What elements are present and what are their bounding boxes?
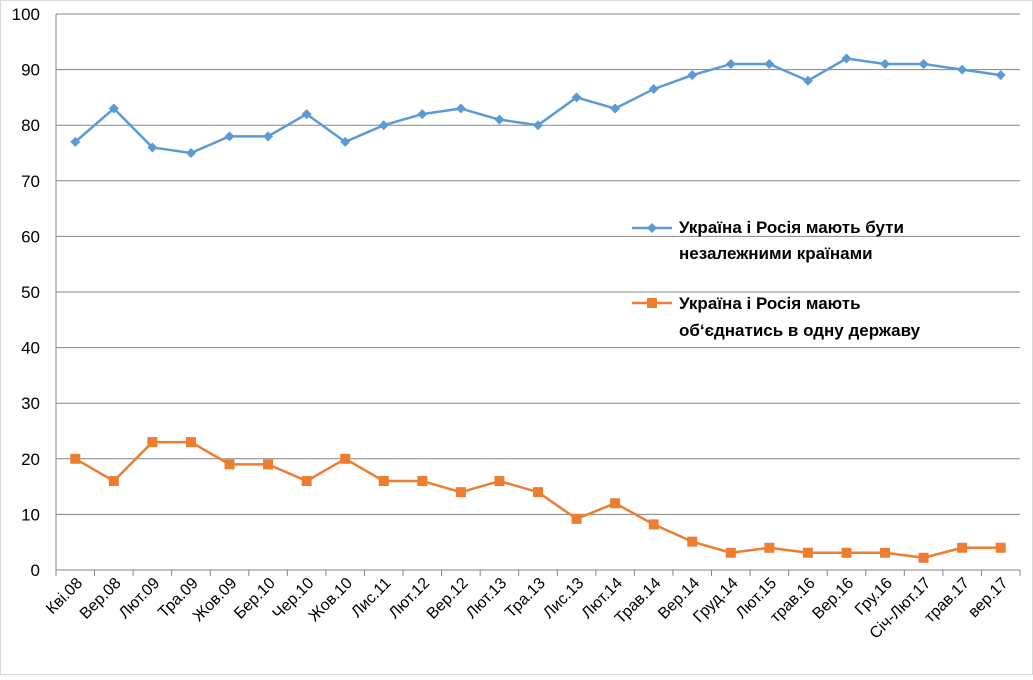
data-point[interactable] [147,142,158,153]
legend-entry-unify[interactable]: Україна і Росія мають об‘єднатись в одну… [632,294,921,340]
y-tick-label-50: 50 [21,283,40,302]
data-point[interactable] [185,437,196,448]
y-tick-label-80: 80 [21,116,40,135]
data-point[interactable] [764,59,775,70]
legend-label-unify-line2: об‘єднатись в одну державу [679,321,921,340]
y-tick-label-10: 10 [21,505,40,524]
data-point[interactable] [571,513,582,524]
data-point[interactable] [957,64,968,75]
data-point[interactable] [224,459,235,470]
data-point[interactable] [455,103,466,114]
data-point[interactable] [340,136,351,147]
data-point[interactable] [340,453,351,464]
series-1 [70,437,1006,563]
data-point[interactable] [648,519,659,530]
data-point[interactable] [378,120,389,131]
data-point[interactable] [841,53,852,64]
data-point[interactable] [571,92,582,103]
y-tick-label-90: 90 [21,61,40,80]
data-point[interactable] [841,547,852,558]
data-point[interactable] [70,453,81,464]
data-point[interactable] [610,103,621,114]
data-point[interactable] [918,59,929,70]
data-point[interactable] [108,103,119,114]
legend-label-independent-line1: Україна і Росія мають бути [679,218,904,237]
data-point[interactable] [378,476,389,487]
data-point[interactable] [764,542,775,553]
y-tick-label-30: 30 [21,394,40,413]
data-point[interactable] [918,552,929,563]
data-point[interactable] [995,542,1006,553]
data-point[interactable] [224,131,235,142]
y-tick-label-40: 40 [21,339,40,358]
data-point[interactable] [725,59,736,70]
data-point[interactable] [185,148,196,158]
data-point[interactable] [263,459,274,470]
data-point[interactable] [301,109,312,120]
series-0 [70,53,1006,158]
data-point[interactable] [687,70,698,81]
data-point[interactable] [263,131,274,142]
data-point[interactable] [455,487,466,498]
y-tick-label-70: 70 [21,172,40,191]
data-point[interactable] [725,547,736,558]
data-point[interactable] [687,536,698,547]
gridlines [56,13,1020,515]
data-point[interactable] [995,70,1006,81]
data-point[interactable] [802,547,813,558]
y-tick-label-20: 20 [21,450,40,469]
data-point[interactable] [533,120,543,131]
legend: Україна і Росія мають бути незалежними к… [632,218,921,340]
legend-entry-independent[interactable]: Україна і Росія мають бути незалежними к… [632,218,904,263]
data-point[interactable] [417,109,428,120]
data-point[interactable] [648,84,659,95]
legend-marker-unify [647,298,657,308]
data-point[interactable] [494,476,505,487]
data-point[interactable] [880,59,891,70]
data-point[interactable] [533,487,543,498]
data-point[interactable] [802,75,813,86]
legend-marker-independent [647,223,657,233]
data-point[interactable] [417,476,428,487]
legend-label-unify-line1: Україна і Росія мають [679,294,861,313]
data-point[interactable] [494,114,505,125]
data-point[interactable] [957,542,968,553]
y-tick-label-60: 60 [21,227,40,246]
legend-label-independent-line2: незалежними країнами [679,244,873,263]
data-point[interactable] [301,476,312,487]
series-group [70,53,1006,563]
data-point[interactable] [880,547,891,558]
data-point[interactable] [147,437,158,448]
data-point[interactable] [610,498,621,509]
y-tick-label-0: 0 [31,561,40,580]
data-point[interactable] [108,476,119,487]
y-tick-label-100: 100 [12,5,40,24]
data-point[interactable] [70,136,81,147]
